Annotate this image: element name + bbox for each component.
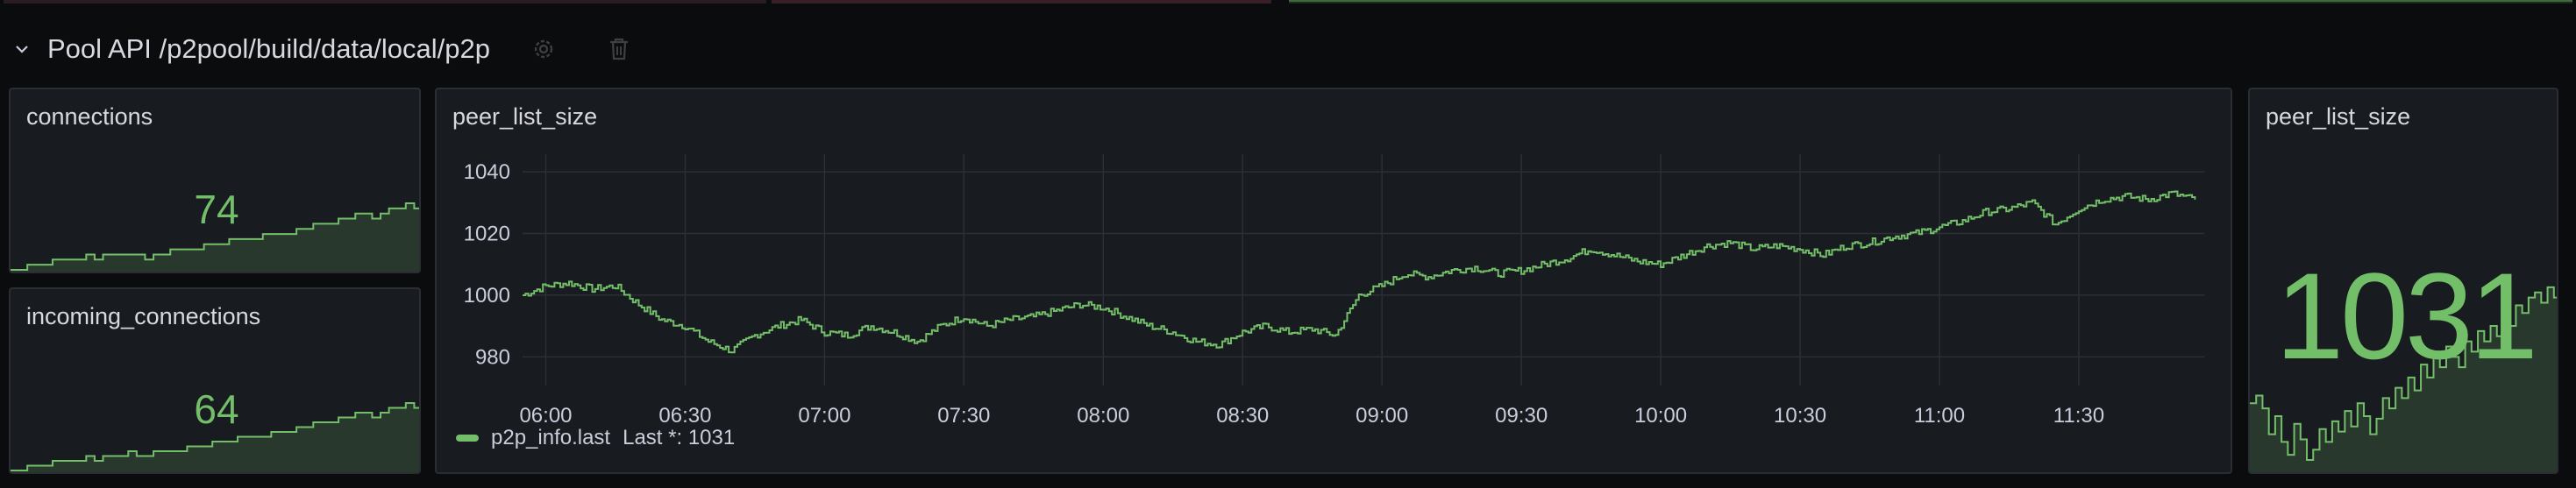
x-tick-label: 09:00 <box>1356 404 1408 428</box>
panel-title: peer_list_size <box>452 103 598 130</box>
trash-icon[interactable] <box>604 34 634 64</box>
peer-list-size-stat-panel[interactable]: peer_list_size 1031 <box>2248 88 2558 474</box>
legend-series-name[interactable]: p2p_info.last <box>491 426 611 449</box>
x-tick-label: 08:00 <box>1077 404 1129 428</box>
gear-icon[interactable] <box>529 34 559 64</box>
x-tick-label: 10:30 <box>1774 404 1826 428</box>
chevron-down-icon[interactable] <box>12 39 32 59</box>
panel-title: connections <box>26 103 153 130</box>
peer-list-size-timeseries-panel[interactable]: peer_list_size 980 1000 1020 1040 06:00 06:30… <box>435 88 2232 474</box>
legend-swatch <box>456 435 479 442</box>
x-tick-label: 07:00 <box>798 404 850 428</box>
sparkline-line <box>11 402 419 471</box>
panel-title: peer_list_size <box>2266 103 2411 130</box>
top-strip-segment-green <box>1289 0 2572 4</box>
x-tick-label: 09:30 <box>1495 404 1548 428</box>
sparkline-line <box>11 202 419 271</box>
x-tick-label: 08:30 <box>1216 404 1269 428</box>
top-scroll-strip <box>0 0 2576 7</box>
y-tick-label: 1000 <box>464 284 510 308</box>
stat-value: 74 <box>194 187 239 232</box>
connections-sparkline <box>11 202 419 272</box>
x-tick-label: 11:00 <box>1914 404 1965 428</box>
x-tick-label: 06:00 <box>519 404 572 428</box>
timeseries-chart[interactable]: 980 1000 1020 1040 06:00 06:30 07:00 07:30 08:00… <box>437 89 2232 474</box>
row-title[interactable]: Pool API /p2pool/build/data/local/p2p <box>47 33 490 64</box>
legend-last-value: Last *: 1031 <box>623 426 736 449</box>
x-tick-label: 07:30 <box>937 404 990 428</box>
chart-legend[interactable]: p2p_info.last Last *: 1031 <box>456 426 735 450</box>
connections-panel[interactable]: connections 74 <box>9 88 421 273</box>
sparkline-area <box>2250 286 2557 472</box>
y-tick-label: 980 <box>475 345 510 369</box>
top-strip-segment-dark-red <box>772 0 1271 4</box>
x-tick-label: 11:30 <box>2053 404 2104 428</box>
sparkline-line <box>2250 286 2557 461</box>
peer-list-size-sparkline <box>2250 286 2557 472</box>
stat-value: 64 <box>194 386 239 432</box>
series-line-p2p-info-last <box>523 190 2196 354</box>
top-strip-segment-red <box>4 0 766 4</box>
y-tick-label: 1040 <box>464 160 510 184</box>
incoming-connections-panel[interactable]: incoming_connections 64 <box>9 287 421 474</box>
stat-value: 1031 <box>2275 247 2537 385</box>
sparkline-area <box>11 403 419 472</box>
x-tick-label: 06:30 <box>658 404 711 428</box>
panel-title: incoming_connections <box>26 303 261 329</box>
x-tick-label: 10:00 <box>1634 404 1687 428</box>
incoming-connections-sparkline <box>11 402 419 472</box>
y-tick-label: 1020 <box>464 223 510 246</box>
row-header[interactable]: Pool API /p2pool/build/data/local/p2p <box>12 25 634 74</box>
